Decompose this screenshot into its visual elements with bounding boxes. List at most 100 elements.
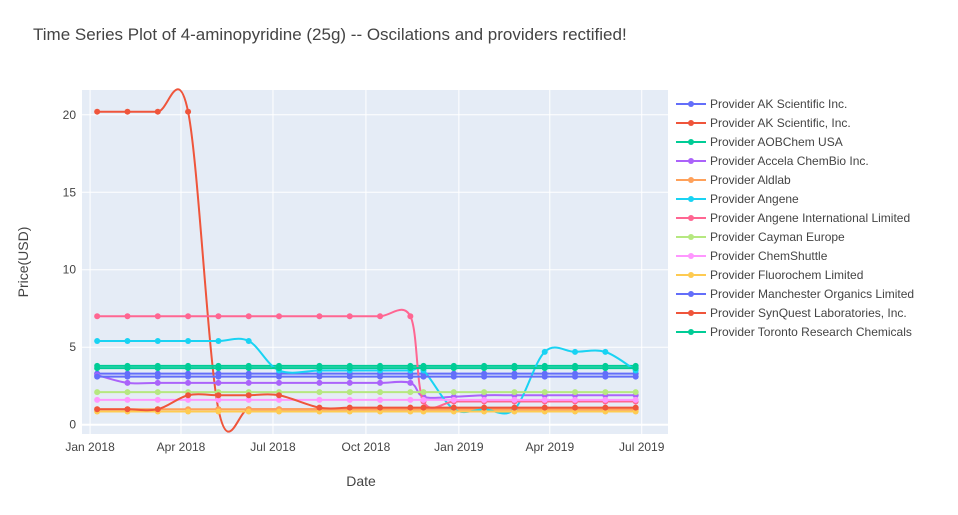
data-point — [377, 379, 384, 386]
legend-item[interactable]: Provider AK Scientific Inc. — [676, 97, 847, 111]
data-point — [215, 373, 222, 380]
data-point — [124, 338, 131, 345]
y-tick-label: 20 — [63, 108, 77, 122]
data-point — [420, 404, 427, 411]
legend[interactable]: Provider AK Scientific Inc. Provider AK S… — [676, 97, 914, 339]
series-10 — [94, 373, 639, 380]
legend-label: Provider Fluorochem Limited — [710, 268, 863, 282]
data-point — [450, 389, 457, 396]
data-point — [572, 373, 579, 380]
data-point — [481, 373, 488, 380]
legend-item[interactable]: Provider Toronto Research Chemicals — [676, 325, 912, 339]
data-point — [407, 396, 414, 403]
data-point — [450, 404, 457, 411]
data-point — [511, 389, 518, 396]
data-point — [124, 379, 131, 386]
legend-swatch-marker — [688, 329, 694, 335]
data-point — [346, 313, 353, 320]
data-point — [377, 365, 384, 372]
legend-label: Provider Manchester Organics Limited — [710, 287, 914, 301]
data-point — [94, 406, 101, 413]
data-point — [94, 338, 101, 345]
data-point — [316, 379, 323, 386]
y-axis-label: Price(USD) — [15, 227, 31, 298]
data-point — [572, 396, 579, 403]
data-point — [511, 404, 518, 411]
series-layer — [94, 88, 639, 433]
data-point — [276, 365, 283, 372]
chart-title: Time Series Plot of 4-aminopyridine (25g… — [33, 25, 627, 44]
x-tick-label: Apr 2018 — [157, 440, 206, 454]
data-point — [450, 365, 457, 372]
series-11 — [94, 392, 639, 413]
legend-item[interactable]: Provider AK Scientific, Inc. — [676, 116, 851, 130]
data-point — [541, 404, 548, 411]
data-point — [632, 389, 639, 396]
data-point — [632, 404, 639, 411]
data-point — [407, 404, 414, 411]
data-point — [154, 406, 161, 413]
data-point — [377, 373, 384, 380]
legend-item[interactable]: Provider AOBChem USA — [676, 135, 843, 149]
legend-label: Provider AK Scientific Inc. — [710, 97, 847, 111]
legend-swatch-marker — [688, 253, 694, 259]
data-point — [602, 389, 609, 396]
data-point — [420, 396, 427, 403]
legend-item[interactable]: Provider Fluorochem Limited — [676, 268, 863, 282]
legend-swatch-marker — [688, 158, 694, 164]
legend-item[interactable]: Provider Manchester Organics Limited — [676, 287, 914, 301]
legend-swatch-marker — [688, 272, 694, 278]
data-point — [245, 408, 252, 415]
data-point — [245, 396, 252, 403]
data-point — [572, 365, 579, 372]
data-point — [511, 373, 518, 380]
data-point — [346, 404, 353, 411]
legend-swatch-marker — [688, 101, 694, 107]
y-tick-label: 5 — [69, 340, 76, 354]
x-axis-ticks: Jan 2018 Apr 2018 Jul 2018 Oct 2018 Jan 2019… — [65, 440, 664, 454]
data-point — [346, 365, 353, 372]
legend-label: Provider SynQuest Laboratories, Inc. — [710, 306, 907, 320]
legend-item[interactable]: Provider Aldlab — [676, 173, 791, 187]
x-tick-label: Jan 2019 — [434, 440, 484, 454]
legend-item[interactable]: Provider Angene International Limited — [676, 211, 910, 225]
legend-item[interactable]: Provider ChemShuttle — [676, 249, 828, 263]
data-point — [377, 396, 384, 403]
data-point — [377, 404, 384, 411]
data-point — [481, 396, 488, 403]
legend-label: Provider ChemShuttle — [710, 249, 828, 263]
data-point — [602, 404, 609, 411]
data-point — [407, 365, 414, 372]
legend-item[interactable]: Provider Cayman Europe — [676, 230, 845, 244]
data-point — [245, 379, 252, 386]
legend-swatch-marker — [688, 310, 694, 316]
legend-swatch-marker — [688, 139, 694, 145]
data-point — [154, 389, 161, 396]
data-point — [602, 348, 609, 355]
data-point — [276, 373, 283, 380]
data-point — [407, 313, 414, 320]
data-point — [481, 365, 488, 372]
data-point — [346, 373, 353, 380]
legend-label: Provider Accela ChemBio Inc. — [710, 154, 869, 168]
data-point — [377, 389, 384, 396]
legend-label: Provider Aldlab — [710, 173, 791, 187]
legend-item[interactable]: Provider Angene — [676, 192, 799, 206]
legend-item[interactable]: Provider SynQuest Laboratories, Inc. — [676, 306, 907, 320]
data-point — [215, 313, 222, 320]
data-point — [511, 365, 518, 372]
data-point — [185, 373, 192, 380]
data-point — [407, 389, 414, 396]
data-point — [541, 348, 548, 355]
data-point — [541, 373, 548, 380]
data-point — [377, 313, 384, 320]
data-point — [185, 396, 192, 403]
y-axis-ticks: 0 5 10 15 20 — [63, 108, 77, 432]
data-point — [185, 379, 192, 386]
data-point — [276, 396, 283, 403]
legend-item[interactable]: Provider Accela ChemBio Inc. — [676, 154, 869, 168]
data-point — [450, 373, 457, 380]
x-axis-label: Date — [346, 473, 376, 489]
data-point — [346, 396, 353, 403]
